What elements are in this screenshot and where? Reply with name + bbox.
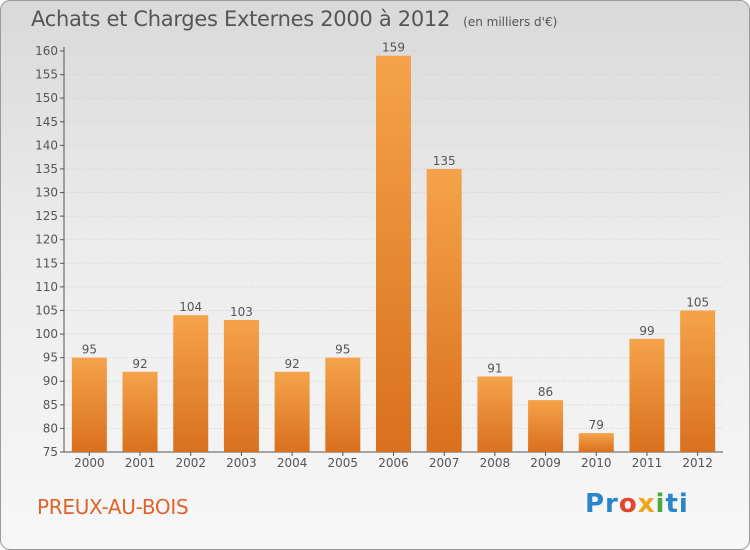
bar (223, 319, 259, 452)
y-tick-label: 150 (35, 91, 58, 105)
x-tick-label: 2001 (125, 456, 156, 470)
bar (376, 55, 411, 452)
x-tick-label: 2012 (682, 456, 713, 470)
y-tick-label: 85 (43, 398, 58, 412)
bar (71, 357, 107, 452)
chart-title-unit: (en milliers d'€) (463, 15, 558, 29)
y-tick-label: 125 (35, 209, 58, 223)
y-tick-label: 120 (35, 233, 58, 247)
x-tick-label: 2011 (632, 456, 663, 470)
proxiti-logo: Proxiti (585, 489, 689, 519)
chart-title: Achats et Charges Externes 2000 à 2012 (… (31, 7, 557, 31)
y-tick-label: 90 (43, 374, 58, 388)
x-tick-label: 2000 (74, 456, 105, 470)
bar-value-label: 79 (589, 418, 604, 432)
bar (477, 376, 513, 452)
logo-letter-x: x (637, 489, 656, 519)
bar (122, 371, 158, 452)
bar-value-label: 135 (433, 154, 456, 168)
y-tick-label: 80 (43, 421, 58, 435)
y-tick-label: 100 (35, 327, 58, 341)
x-tick-label: 2010 (581, 456, 612, 470)
bar-value-label: 91 (487, 362, 502, 376)
y-tick-label: 115 (35, 256, 58, 270)
bar (426, 168, 462, 453)
bar-value-label: 86 (538, 385, 553, 399)
bar-value-label: 105 (686, 295, 709, 309)
y-tick-label: 95 (43, 351, 58, 365)
x-tick-label: 2009 (530, 456, 561, 470)
x-tick-label: 2005 (328, 456, 359, 470)
commune-name: PREUX-AU-BOIS (37, 495, 189, 519)
bar-value-label: 159 (382, 41, 405, 55)
x-tick-label: 2002 (175, 456, 206, 470)
x-tick-label: 2006 (378, 456, 409, 470)
y-tick-label: 155 (35, 68, 58, 82)
y-tick-label: 145 (35, 115, 58, 129)
bar-value-label: 99 (639, 324, 654, 338)
bar (629, 338, 665, 452)
y-tick-label: 75 (43, 445, 58, 459)
bar (680, 310, 716, 452)
y-tick-label: 160 (35, 44, 58, 58)
logo-letters-ti: ti (665, 489, 689, 519)
logo-letter-i: i (655, 489, 666, 519)
y-tick-label: 105 (35, 303, 58, 317)
bar-value-label: 92 (132, 357, 147, 371)
bar (325, 357, 361, 452)
bar (528, 400, 564, 452)
bar (274, 371, 310, 452)
x-tick-label: 2007 (429, 456, 460, 470)
y-tick-label: 135 (35, 162, 58, 176)
y-tick-label: 140 (35, 138, 58, 152)
y-tick-label: 130 (35, 186, 58, 200)
bar-value-label: 104 (179, 300, 202, 314)
y-tick-label: 110 (35, 280, 58, 294)
bar-value-label: 95 (82, 343, 97, 357)
bar-value-label: 103 (230, 305, 253, 319)
x-tick-label: 2004 (277, 456, 308, 470)
chart-title-main: Achats et Charges Externes 2000 à 2012 (31, 7, 451, 31)
bar (578, 433, 614, 452)
x-tick-label: 2003 (226, 456, 257, 470)
logo-letter-o: o (618, 489, 638, 519)
bar-value-label: 95 (335, 343, 350, 357)
logo-letters-pr: Pr (585, 489, 619, 519)
bar-value-label: 92 (284, 357, 299, 371)
x-tick-label: 2008 (480, 456, 511, 470)
bar (173, 315, 209, 452)
